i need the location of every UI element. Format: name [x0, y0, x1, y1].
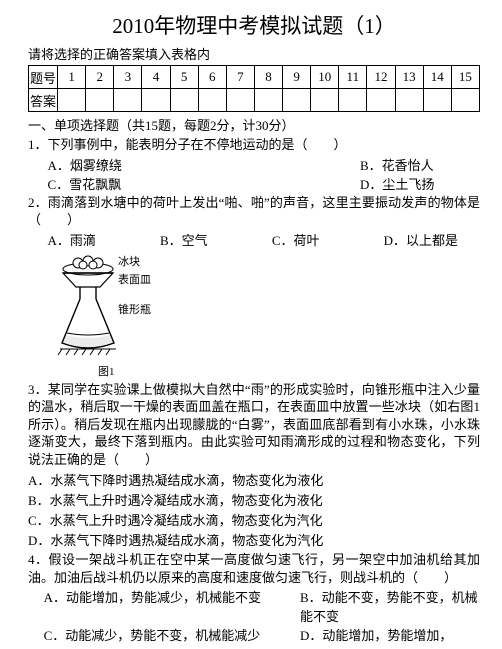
fig-label-flask: 锥形瓶	[118, 302, 151, 316]
hnum: 5	[170, 66, 198, 89]
q4-opt-b: B．动能不变，势能不变，机械能不变	[300, 587, 480, 625]
q1-stem: 1．下列事例中，能表明分子在不停地运动的是（ ）	[28, 136, 480, 154]
q4-opt-a: A．动能增加，势能减少，机械能不变	[44, 587, 300, 606]
q1-opt-d: D．尘土飞扬	[360, 177, 434, 192]
answer-cell[interactable]	[170, 89, 198, 112]
q3-opt-c: C．水蒸气上升时遇冷凝结成水滴，物态变化为汽化	[28, 510, 480, 529]
hnum: 12	[367, 66, 395, 89]
q4-opt-c: C．动能减少，势能不变，机械能减少	[44, 625, 300, 644]
answer-cell[interactable]	[226, 89, 254, 112]
answer-table: 题号 1 2 3 4 5 6 7 8 9 10 11 12 13 14 15 答…	[28, 65, 480, 112]
hnum: 1	[58, 66, 86, 89]
answer-cell[interactable]	[339, 89, 367, 112]
answer-cell[interactable]	[423, 89, 451, 112]
hnum: 14	[423, 66, 451, 89]
answer-cell[interactable]	[254, 89, 282, 112]
hnum: 10	[311, 66, 339, 89]
q2-opt-c: C．荷叶	[272, 230, 320, 249]
hnum: 9	[283, 66, 311, 89]
hnum: 11	[339, 66, 367, 89]
row-label: 题号	[29, 66, 58, 89]
table-row: 题号 1 2 3 4 5 6 7 8 9 10 11 12 13 14 15	[29, 66, 480, 89]
answer-cell[interactable]	[395, 89, 423, 112]
fig-label-ice: 冰块	[118, 255, 140, 268]
hnum: 4	[142, 66, 170, 89]
q2-opt-d: D．以上都是	[384, 230, 458, 249]
figure-caption: 图1	[98, 363, 480, 379]
fig-label-dish: 表面皿	[118, 272, 151, 286]
instruction-text: 请将选择的正确答案填入表格内	[28, 44, 480, 63]
hnum: 13	[395, 66, 423, 89]
answer-cell[interactable]	[142, 89, 170, 112]
q3-opt-b: B．水蒸气上升时遇冷凝结成水滴，物态变化为液化	[28, 490, 480, 509]
answer-cell[interactable]	[283, 89, 311, 112]
row-label: 答案	[29, 89, 58, 112]
section-heading: 一、单项选择题（共15题，每题2分，计30分）	[28, 115, 480, 134]
hnum: 15	[451, 66, 479, 89]
answer-cell[interactable]	[311, 89, 339, 112]
hnum: 3	[114, 66, 142, 89]
hnum: 6	[198, 66, 226, 89]
answer-cell[interactable]	[114, 89, 142, 112]
hnum: 8	[254, 66, 282, 89]
q2-opt-b: B．空气	[160, 230, 208, 249]
answer-cell[interactable]	[86, 89, 114, 112]
hnum: 2	[86, 66, 114, 89]
answer-cell[interactable]	[198, 89, 226, 112]
q1-opt-b: B．花香怡人	[360, 158, 434, 173]
answer-cell[interactable]	[58, 89, 86, 112]
table-row: 答案	[29, 89, 480, 112]
answer-cell[interactable]	[451, 89, 479, 112]
hnum: 7	[226, 66, 254, 89]
q4-opt-d: D．动能增加，势能增加，	[300, 625, 480, 644]
q3-opt-d: D．水蒸气下降时遇热凝结成水滴，物态变化为汽化	[28, 530, 480, 549]
q3-opt-a: A．水蒸气下降时遇热凝结成水滴，物态变化为液化	[28, 470, 480, 489]
page-title: 2010年物理中考模拟试题（1）	[28, 10, 480, 40]
q3-stem: 3．某同学在实验课上做模拟大自然中“雨”的形成实验时，向锥形瓶中注入少量的温水，…	[28, 381, 480, 469]
q4-stem: 4．假设一架战斗机正在空中某一高度做匀速飞行，另一架空中加油机给其加油。加油后战…	[28, 551, 480, 586]
q1-opt-c: C．雪花飘飘	[48, 177, 122, 192]
q1-opt-a: A．烟雾缭绕	[48, 158, 122, 173]
q2-opt-a: A．雨滴	[48, 230, 96, 249]
figure-1: 冰块 表面皿	[50, 251, 480, 379]
answer-cell[interactable]	[367, 89, 395, 112]
q2-stem: 2．雨滴落到水塘中的荷叶上发出“啪、啪”的声音，这里主要振动发声的物体是（ ）	[28, 194, 480, 229]
